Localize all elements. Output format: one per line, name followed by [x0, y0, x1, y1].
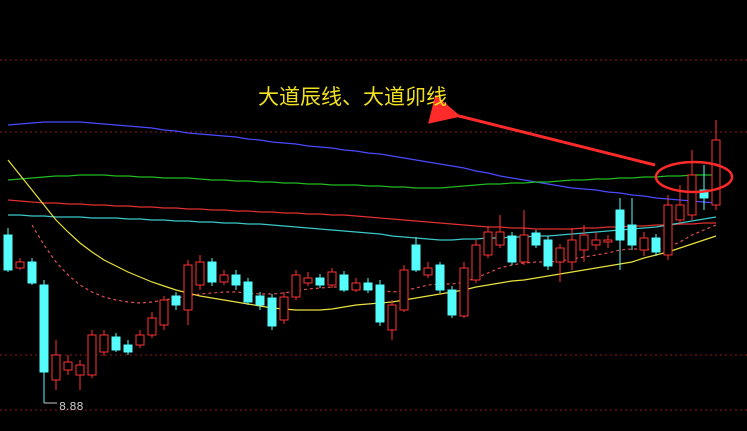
candle-body — [111, 336, 121, 351]
candle-body — [51, 354, 61, 381]
candle-body — [387, 304, 397, 331]
candle-body — [207, 261, 217, 283]
candle-body — [147, 317, 157, 336]
candle-body — [303, 277, 313, 284]
candle-body — [363, 282, 373, 291]
ma-line — [8, 214, 717, 241]
candle-body — [279, 296, 289, 321]
candle-body — [459, 267, 469, 317]
candle-body — [219, 274, 229, 283]
candle-body — [483, 231, 493, 256]
ma-line — [31, 224, 717, 304]
ma-line — [7, 174, 716, 189]
ma-lines — [7, 121, 717, 311]
low-label: 8.88 — [59, 400, 84, 413]
candle-body — [495, 231, 505, 246]
candle-body — [663, 204, 673, 256]
candle-body — [699, 189, 709, 199]
candle-body — [591, 239, 601, 246]
candle-body — [375, 284, 385, 323]
candle-body — [255, 295, 265, 306]
candle-body — [75, 364, 85, 376]
candle-body — [63, 361, 73, 371]
candles — [3, 120, 721, 403]
candle-body — [15, 261, 25, 269]
candle-body — [123, 344, 133, 353]
candle-body — [3, 234, 13, 271]
candle-body — [675, 204, 685, 221]
ma-line — [7, 159, 717, 311]
candle-body — [411, 244, 421, 271]
arrow — [428, 94, 656, 167]
ma-line — [7, 121, 717, 204]
candle-body — [519, 234, 529, 263]
candle-body — [171, 295, 181, 306]
candle-body — [687, 174, 697, 216]
candle-body — [567, 239, 577, 263]
candle-body — [39, 284, 49, 373]
candle-body — [603, 239, 613, 243]
candle-body — [471, 244, 481, 281]
candle-body — [507, 235, 517, 263]
annotation: 大道辰线、大道卯线 — [258, 85, 447, 109]
candle-body — [195, 261, 205, 286]
candle-body — [291, 274, 301, 298]
candle-body — [183, 264, 193, 311]
candle-body — [447, 289, 457, 316]
candle-body — [99, 334, 109, 353]
candle-body — [351, 282, 361, 291]
candle-body — [267, 297, 277, 327]
candle-body — [315, 277, 325, 286]
candle-body — [339, 274, 349, 291]
candle-body — [135, 334, 145, 346]
candle-body — [399, 269, 409, 311]
highlight-ellipse — [654, 160, 734, 194]
candle-body — [627, 224, 637, 246]
candle-body — [579, 234, 589, 251]
candle-body — [615, 209, 625, 241]
candle-body — [531, 232, 541, 246]
candle-body — [327, 271, 337, 286]
candle-body — [423, 267, 433, 276]
ma-line — [7, 199, 716, 230]
candle-body — [231, 274, 241, 286]
candle-body — [543, 239, 553, 267]
candle-body — [555, 247, 565, 263]
candle-body — [711, 139, 721, 206]
candle-body — [651, 237, 661, 253]
candle-body — [639, 237, 649, 251]
candle-body — [87, 334, 97, 376]
candle-body — [27, 261, 37, 284]
candle-body — [435, 264, 445, 291]
candle-body — [159, 299, 169, 326]
candle-body — [243, 281, 253, 303]
